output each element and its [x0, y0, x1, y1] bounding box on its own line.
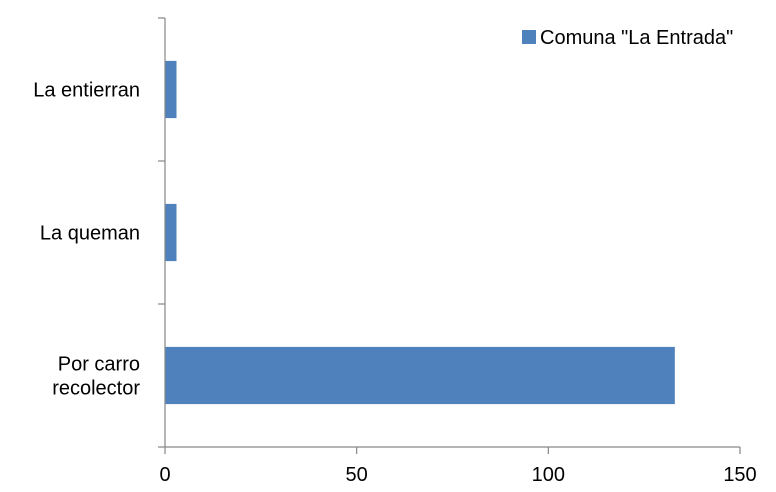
y-tick-label: Por carro recolector — [52, 354, 140, 400]
x-tick-label: 150 — [723, 464, 756, 486]
bars-group — [165, 60, 675, 405]
x-tick-label: 50 — [346, 464, 368, 486]
bar — [165, 203, 177, 262]
y-tick-label: La queman — [40, 223, 140, 245]
legend-swatch — [522, 30, 536, 44]
bar — [165, 60, 177, 119]
y-axis-ticks — [158, 17, 165, 448]
legend: Comuna "La Entrada" — [522, 27, 733, 49]
y-tick-label: La entierran — [33, 80, 140, 102]
y-tick-label-line: Por carro — [58, 354, 140, 376]
x-axis-labels: 0 50 100 150 — [159, 464, 756, 486]
x-tick-label: 0 — [159, 464, 170, 486]
x-axis-ticks — [164, 447, 741, 454]
y-axis-labels: La entierran La queman Por carro recolector — [33, 80, 140, 400]
x-tick-label: 100 — [532, 464, 565, 486]
y-tick-label-line: La queman — [40, 223, 140, 245]
y-tick-label-line: La entierran — [33, 80, 140, 102]
bar — [165, 346, 675, 405]
legend-label: Comuna "La Entrada" — [540, 27, 733, 49]
y-tick-label-line: recolector — [52, 378, 140, 400]
